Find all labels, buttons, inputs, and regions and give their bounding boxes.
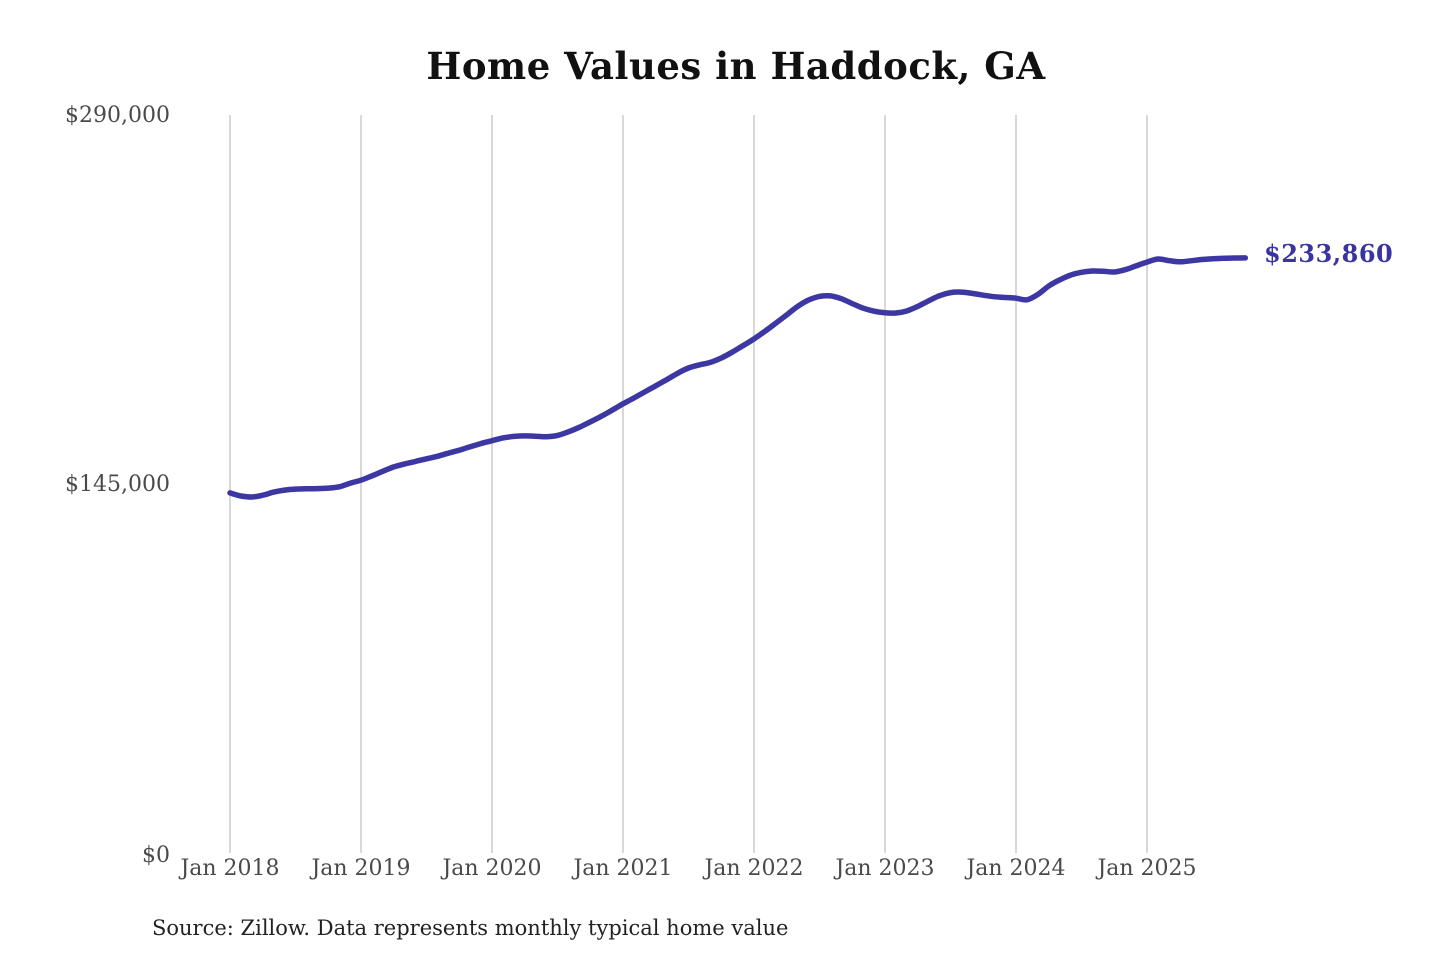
x-axis-label: Jan 2025 [1097, 856, 1197, 881]
x-axis-label: Jan 2024 [966, 856, 1066, 881]
source-note: Source: Zillow. Data represents monthly … [152, 916, 789, 940]
year-gridlines [229, 115, 1148, 853]
x-axis-label: Jan 2022 [704, 856, 804, 881]
x-axis-label: Jan 2019 [311, 856, 411, 881]
x-axis-label: Jan 2020 [442, 856, 542, 881]
chart-title: Home Values in Haddock, GA [426, 44, 1046, 88]
x-axis-label: Jan 2021 [573, 856, 673, 881]
y-axis-label-145000: $145,000 [65, 472, 170, 497]
y-axis-label-290000: $290,000 [65, 103, 170, 128]
x-axis-label: Jan 2023 [835, 856, 935, 881]
home-value-line [227, 255, 1249, 500]
x-axis-label: Jan 2018 [180, 856, 280, 881]
latest-value-label: $233,860 [1264, 239, 1394, 268]
y-axis-label-0: $0 [142, 843, 170, 868]
